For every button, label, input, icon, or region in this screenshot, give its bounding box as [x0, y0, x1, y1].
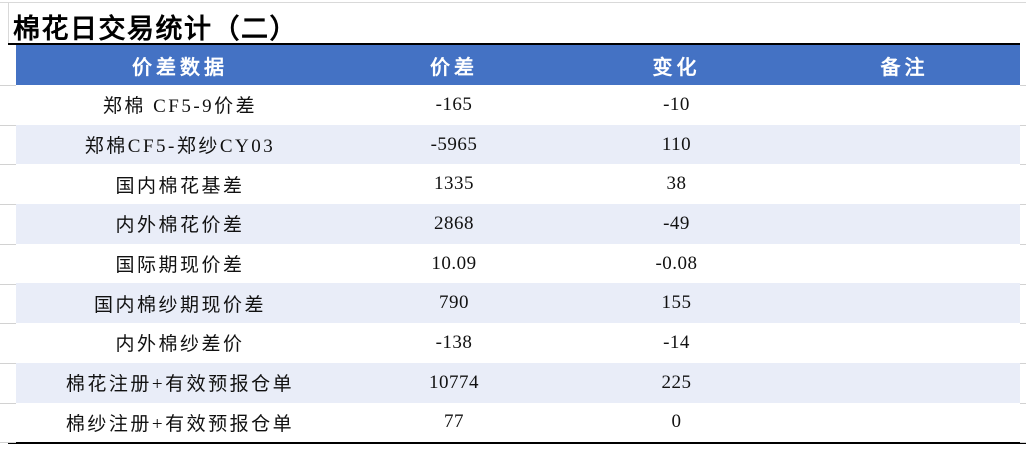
cell-change: -0.08 — [564, 243, 789, 284]
cell-name: 国际期现价差 — [16, 243, 344, 284]
gridline-stub — [0, 442, 16, 444]
cell-spread: -165 — [344, 85, 564, 125]
cell-change: 225 — [564, 362, 789, 403]
column-header-change: 变化 — [564, 45, 789, 85]
gridline-stub — [1020, 323, 1026, 325]
cell-spread: -138 — [344, 323, 564, 363]
spread-table: 价差数据 价差 变化 备注 郑棉 CF5-9价差 -165 -10 郑棉CF5-郑纱C… — [16, 45, 1020, 443]
table-top-border — [8, 43, 1020, 45]
cell-note — [789, 283, 1020, 324]
table-row: 郑棉CF5-郑纱CY03 -5965 110 — [16, 124, 1020, 165]
cell-note — [789, 243, 1020, 284]
page-title: 棉花日交易统计（二） — [13, 14, 298, 44]
cell-change: -14 — [564, 323, 789, 363]
gridline-stub — [0, 85, 16, 86]
gridline-stub — [1020, 362, 1026, 364]
cell-change: 38 — [564, 164, 789, 205]
gridline-stub — [0, 283, 16, 285]
cell-change: 0 — [564, 402, 789, 443]
cell-spread: 10774 — [344, 362, 564, 403]
gridline-stub — [0, 362, 16, 364]
gridline-stub — [0, 243, 16, 245]
cell-spread: 2868 — [344, 204, 564, 244]
cell-change: 110 — [564, 124, 789, 165]
table-row: 国内棉纱期现价差 790 155 — [16, 283, 1020, 324]
table-row: 内外棉花价差 2868 -49 — [16, 204, 1020, 244]
cell-spread: 1335 — [344, 164, 564, 205]
gridline-stub — [0, 204, 16, 206]
gridline-stub — [1020, 283, 1026, 285]
cell-name: 内外棉纱差价 — [16, 323, 344, 363]
cell-name: 郑棉CF5-郑纱CY03 — [16, 124, 344, 165]
gridline-stub — [1020, 402, 1026, 404]
cell-spread: -5965 — [344, 124, 564, 165]
gridline-stub — [1020, 204, 1026, 206]
gridline-horizontal-top — [0, 2, 1026, 3]
cell-spread: 790 — [344, 283, 564, 324]
cell-note — [789, 124, 1020, 165]
cell-name: 国内棉纱期现价差 — [16, 283, 344, 324]
gridline-vertical-left — [8, 2, 9, 43]
cell-name: 郑棉 CF5-9价差 — [16, 85, 344, 125]
cell-note — [789, 362, 1020, 403]
gridline-stub — [0, 164, 16, 166]
gridline-stub — [1020, 243, 1026, 245]
gridline-stub — [1020, 124, 1026, 126]
table-header-row: 价差数据 价差 变化 备注 — [16, 45, 1020, 85]
cell-spread: 77 — [344, 402, 564, 443]
column-header-spread: 价差 — [344, 45, 564, 85]
cell-note — [789, 402, 1020, 443]
gridline-stub — [0, 402, 16, 404]
cell-note — [789, 164, 1020, 205]
cell-change: 155 — [564, 283, 789, 324]
gridline-stub — [1020, 164, 1026, 166]
cell-note — [789, 323, 1020, 363]
cell-name: 内外棉花价差 — [16, 204, 344, 244]
cell-name: 棉纱注册+有效预报仓单 — [16, 402, 344, 443]
column-header-spread-data: 价差数据 — [16, 45, 344, 85]
gridline-stub — [1020, 85, 1026, 86]
cell-spread: 10.09 — [344, 243, 564, 284]
table-bottom-border — [8, 442, 1026, 444]
table-row: 棉花注册+有效预报仓单 10774 225 — [16, 362, 1020, 403]
cell-note — [789, 85, 1020, 125]
cell-note — [789, 204, 1020, 244]
cell-name: 棉花注册+有效预报仓单 — [16, 362, 344, 403]
table-row: 国内棉花基差 1335 38 — [16, 164, 1020, 205]
cell-change: -49 — [564, 204, 789, 244]
table-row: 内外棉纱差价 -138 -14 — [16, 323, 1020, 363]
cell-change: -10 — [564, 85, 789, 125]
table-row: 棉纱注册+有效预报仓单 77 0 — [16, 402, 1020, 443]
gridline-stub — [0, 124, 16, 126]
cell-name: 国内棉花基差 — [16, 164, 344, 205]
table-row: 郑棉 CF5-9价差 -165 -10 — [16, 85, 1020, 125]
gridline-stub — [0, 323, 16, 325]
table-row: 国际期现价差 10.09 -0.08 — [16, 243, 1020, 284]
column-header-note: 备注 — [789, 45, 1020, 85]
gridline-stub — [1020, 442, 1026, 444]
